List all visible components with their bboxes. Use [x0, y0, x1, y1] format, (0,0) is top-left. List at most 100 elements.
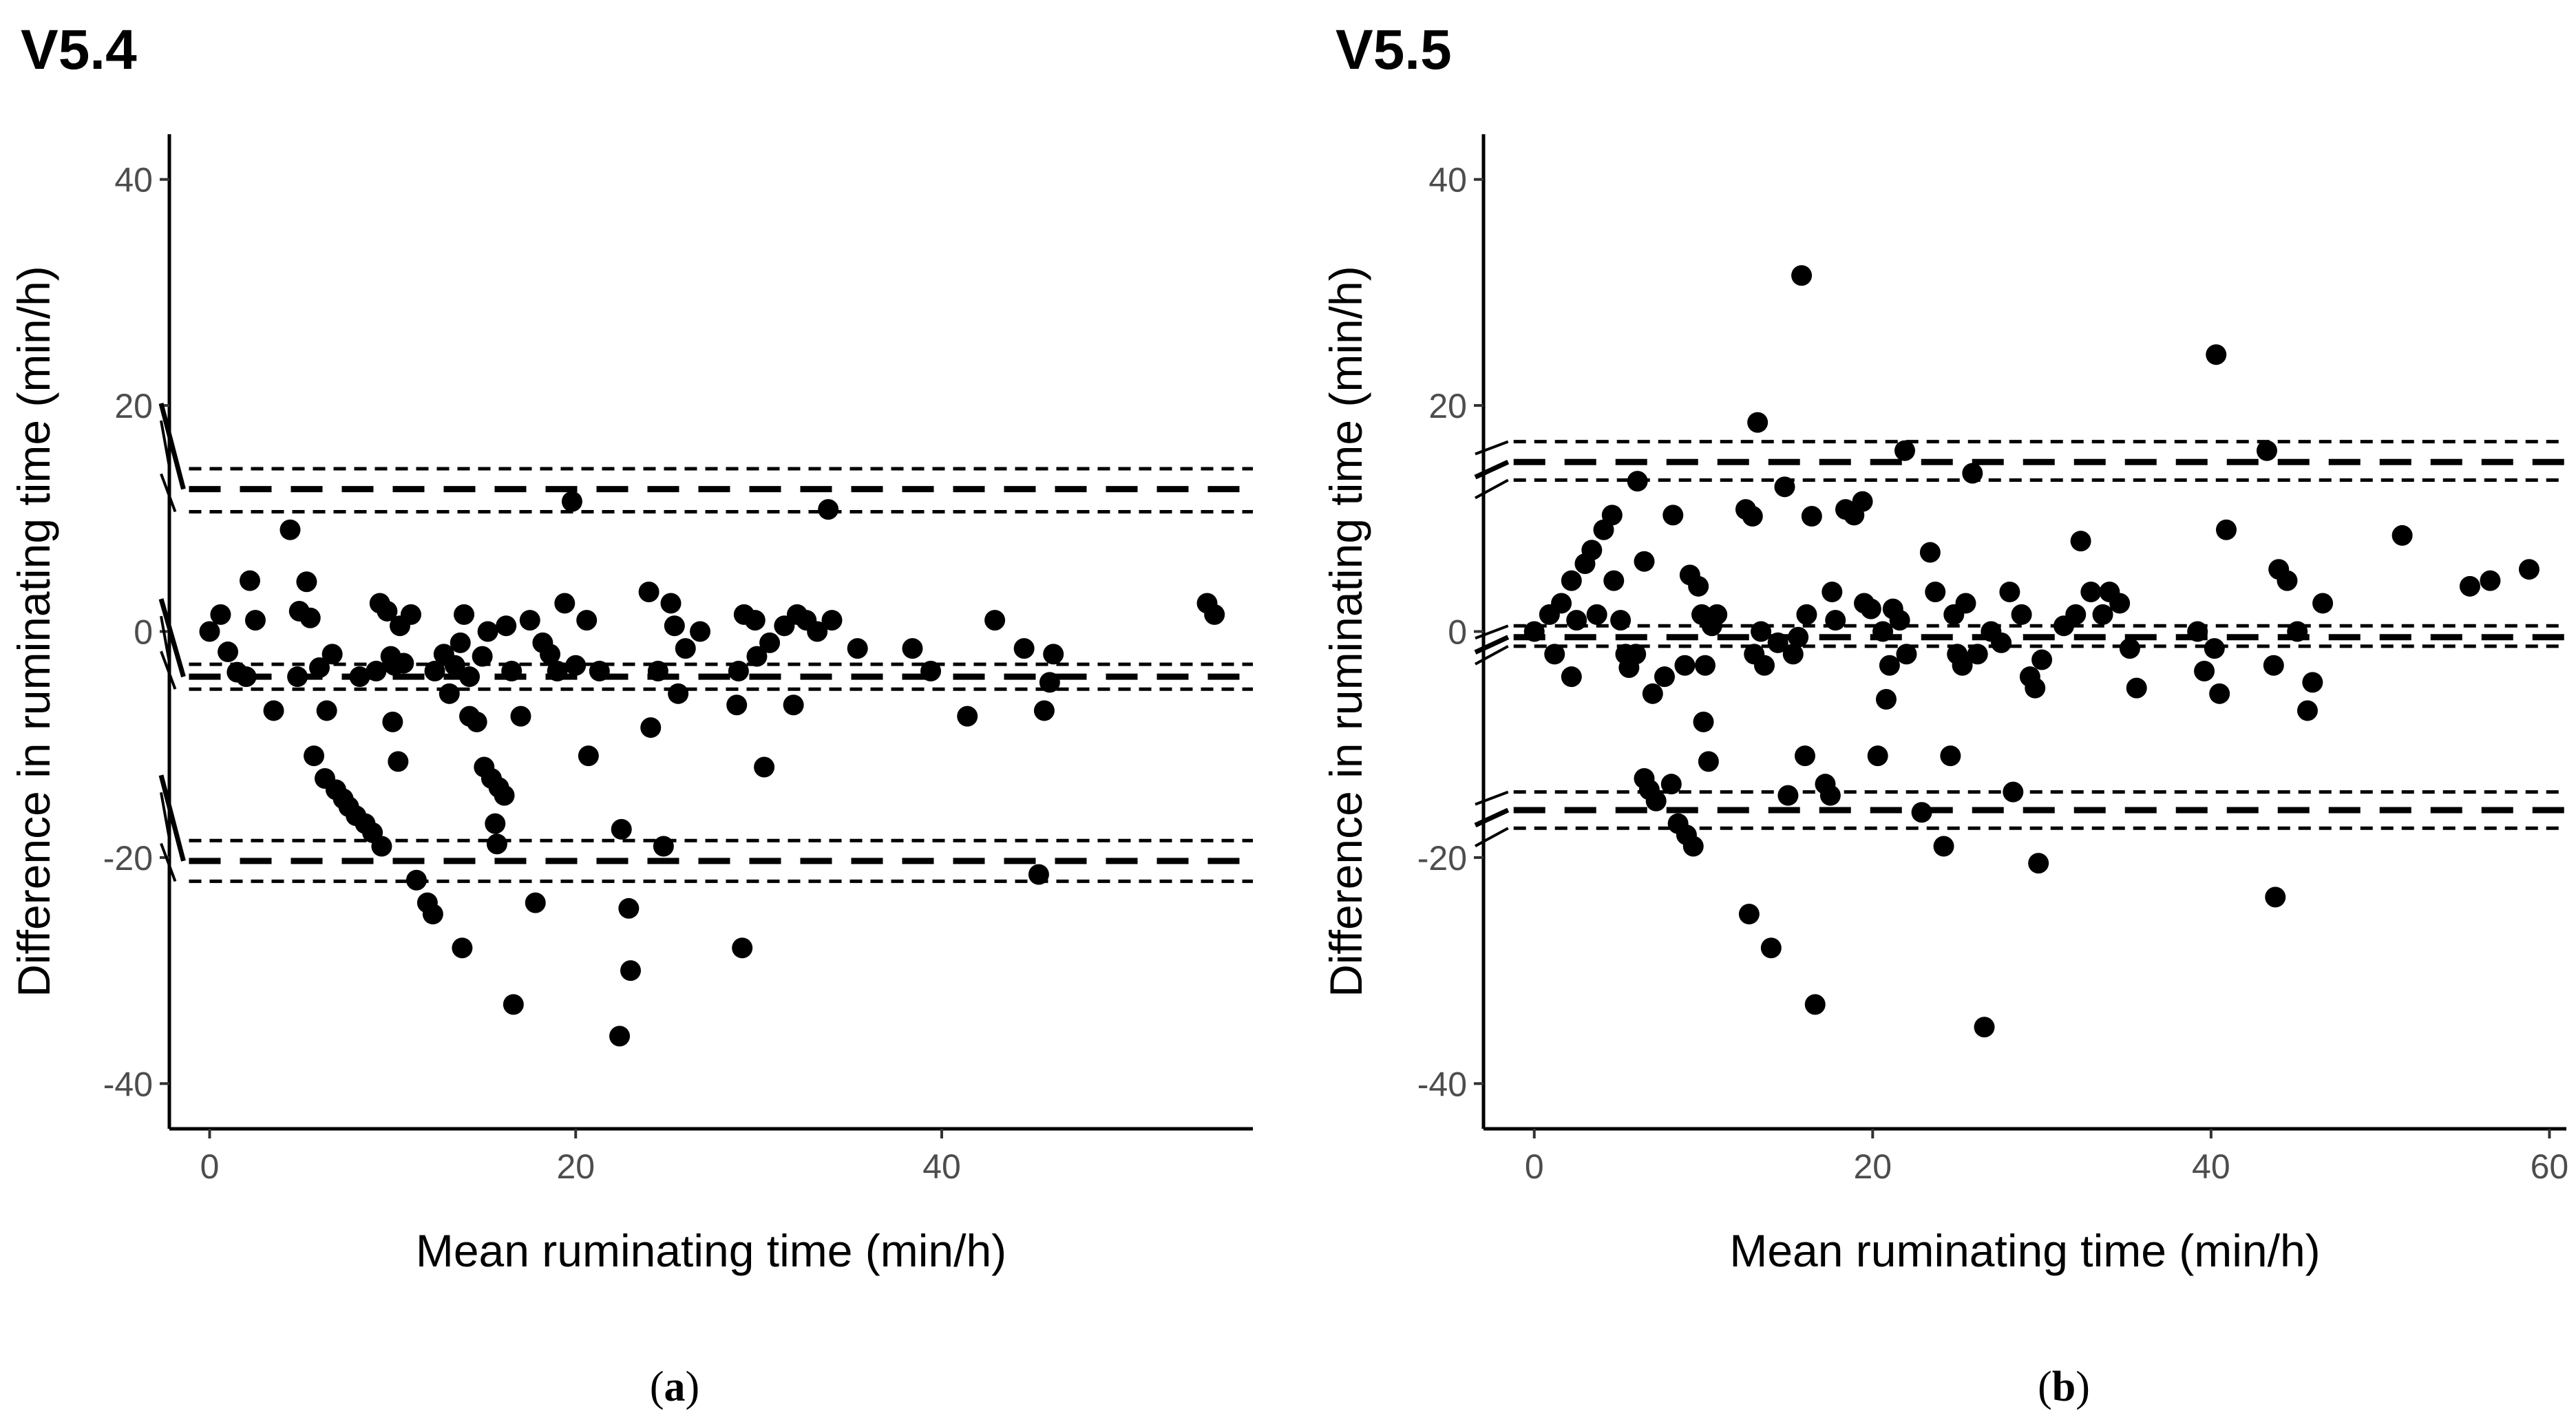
data-point: [618, 898, 640, 919]
data-point: [1919, 542, 1941, 563]
data-point: [371, 836, 392, 857]
data-point: [1693, 711, 1714, 732]
y-tick-label: -20: [1417, 839, 1467, 878]
bias-connector: [1475, 624, 1509, 640]
data-point: [2070, 531, 2091, 552]
data-point: [1782, 644, 1804, 665]
data-point: [1688, 575, 1709, 597]
data-point: [218, 641, 239, 663]
data-point: [1852, 491, 1873, 512]
y-tick-label: -40: [103, 1065, 153, 1103]
data-point: [422, 904, 443, 925]
bias-connector: [1475, 645, 1509, 666]
data-point: [1955, 593, 1976, 614]
data-point: [728, 660, 749, 681]
data-point: [400, 604, 421, 625]
data-point: [382, 711, 403, 732]
data-point: [726, 694, 748, 716]
data-point: [902, 638, 923, 659]
data-point: [611, 818, 632, 840]
y-tick-label: 0: [134, 613, 153, 652]
data-point: [2480, 570, 2501, 591]
data-point: [2518, 559, 2540, 580]
data-point: [1698, 751, 1719, 772]
data-point: [199, 621, 220, 642]
data-point: [2080, 582, 2102, 603]
data-point: [1627, 471, 1648, 492]
data-point: [1674, 655, 1696, 676]
caption-letter: b: [2052, 1364, 2076, 1410]
data-point: [1738, 904, 1760, 925]
bias-connector: [160, 650, 177, 690]
data-point: [957, 706, 978, 727]
data-point: [744, 610, 766, 631]
data-point: [620, 960, 642, 982]
subfigure-caption: (b): [2038, 1364, 2090, 1410]
data-point: [2065, 604, 2087, 625]
upper-connector: [1475, 478, 1509, 500]
data-point: [675, 638, 696, 659]
data-point: [1999, 582, 2020, 603]
bias-connector: [158, 598, 186, 678]
bias-connector: [160, 615, 171, 665]
data-point: [485, 813, 506, 834]
data-point: [638, 582, 659, 603]
data-point: [732, 937, 753, 959]
data-point: [309, 657, 330, 679]
data-point: [2256, 440, 2277, 461]
data-point: [609, 1026, 631, 1047]
data-point: [589, 660, 610, 681]
caption-open-paren: (: [650, 1364, 664, 1410]
data-point: [1625, 644, 1647, 665]
data-point: [2297, 700, 2318, 721]
data-point: [2287, 621, 2308, 642]
y-tick-label: 40: [1428, 161, 1467, 200]
data-point: [501, 660, 522, 681]
y-axis-label: Difference in ruminating time (min/h): [8, 266, 59, 997]
data-point: [1204, 604, 1225, 625]
data-point: [235, 666, 257, 688]
data-point: [393, 653, 414, 674]
data-point: [2109, 593, 2131, 614]
data-point: [920, 660, 942, 681]
upper-connector: [160, 473, 177, 513]
data-point: [1791, 265, 1813, 286]
data-point: [510, 706, 531, 727]
data-point: [210, 604, 231, 625]
data-point: [349, 666, 370, 688]
x-tick-label: 0: [200, 1147, 220, 1186]
data-point: [299, 607, 321, 628]
data-point: [503, 994, 524, 1015]
data-point: [1566, 610, 1587, 631]
data-point: [472, 646, 493, 667]
lower-connector: [1474, 807, 1510, 828]
data-point: [525, 892, 546, 913]
data-point: [424, 660, 445, 681]
data-point: [388, 751, 409, 772]
x-tick-label: 60: [2531, 1147, 2569, 1186]
data-point: [2392, 524, 2413, 546]
x-axis-label: Mean ruminating time (min/h): [416, 1225, 1006, 1276]
data-point: [1796, 604, 1817, 625]
data-point: [2025, 677, 2046, 699]
data-point: [1682, 836, 1704, 857]
bias-connector: [1474, 635, 1510, 655]
data-point: [1662, 505, 1684, 526]
data-point: [494, 785, 515, 806]
data-point: [1544, 644, 1565, 665]
data-point: [759, 632, 781, 653]
data-point: [1822, 582, 1843, 603]
data-point: [1028, 864, 1049, 885]
data-point: [1777, 785, 1799, 806]
data-point: [486, 834, 507, 855]
data-point: [1879, 655, 1900, 676]
data-point: [1747, 412, 1769, 433]
data-point: [519, 610, 540, 631]
data-point: [1911, 802, 1932, 823]
data-point: [653, 836, 674, 857]
data-point: [450, 632, 471, 653]
data-point: [244, 610, 266, 631]
data-point: [1043, 644, 1064, 665]
data-point: [1940, 745, 1961, 767]
data-point: [2028, 853, 2049, 874]
